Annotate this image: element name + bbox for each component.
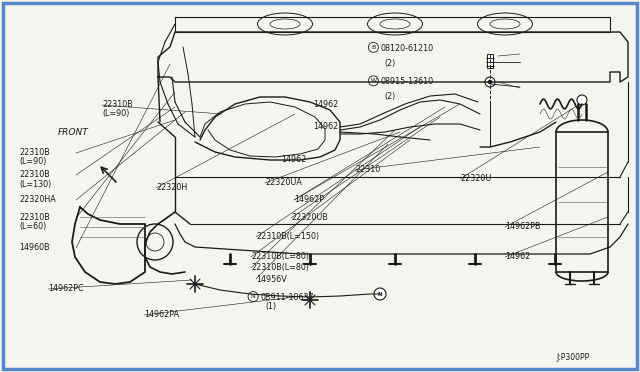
Text: 14960B: 14960B — [19, 243, 50, 252]
Text: 22320U: 22320U — [461, 174, 492, 183]
Text: 14962: 14962 — [506, 252, 531, 261]
Text: 22320HA: 22320HA — [19, 195, 56, 203]
Text: 0B911-10637: 0B911-10637 — [260, 293, 314, 302]
Circle shape — [374, 288, 386, 300]
Text: 14962: 14962 — [282, 155, 307, 164]
Text: 14962: 14962 — [314, 122, 339, 131]
Circle shape — [577, 95, 587, 105]
Text: 22320H: 22320H — [157, 183, 188, 192]
Text: N: N — [251, 294, 255, 299]
Text: (L=60): (L=60) — [19, 222, 47, 231]
Text: N: N — [378, 292, 382, 296]
Text: (L=130): (L=130) — [19, 180, 51, 189]
Text: 22320UA: 22320UA — [266, 178, 303, 187]
Text: 14962PC: 14962PC — [48, 284, 84, 293]
Text: 22310B: 22310B — [19, 170, 50, 179]
Text: (1): (1) — [266, 302, 276, 311]
Text: J:P300PP: J:P300PP — [557, 353, 590, 362]
Text: B: B — [371, 45, 376, 50]
Text: 08120-61210: 08120-61210 — [381, 44, 434, 53]
Text: (L=90): (L=90) — [102, 109, 130, 118]
Text: 22310B(L=80): 22310B(L=80) — [252, 263, 310, 272]
Text: (2): (2) — [384, 59, 396, 68]
Circle shape — [488, 80, 492, 84]
Text: 22310B: 22310B — [19, 213, 50, 222]
Text: 22310B: 22310B — [102, 100, 133, 109]
Text: 22310B(L=80): 22310B(L=80) — [252, 252, 310, 261]
Text: 14956V: 14956V — [256, 275, 287, 283]
Text: (L=90): (L=90) — [19, 157, 47, 166]
Text: FRONT: FRONT — [58, 128, 88, 137]
Text: 08915-13610: 08915-13610 — [381, 77, 434, 86]
Text: 14962: 14962 — [314, 100, 339, 109]
Text: 14962PB: 14962PB — [506, 222, 541, 231]
Text: 14962PA: 14962PA — [144, 310, 179, 319]
Text: 22310B: 22310B — [19, 148, 50, 157]
Bar — [487, 54, 493, 68]
Bar — [556, 132, 608, 272]
Text: W: W — [371, 78, 376, 83]
Circle shape — [485, 77, 495, 87]
Text: 22320UB: 22320UB — [291, 213, 328, 222]
Text: (2): (2) — [384, 92, 396, 101]
Text: 14962P: 14962P — [294, 195, 324, 203]
Text: 22310: 22310 — [355, 165, 380, 174]
Text: 22310B(L=150): 22310B(L=150) — [256, 232, 319, 241]
